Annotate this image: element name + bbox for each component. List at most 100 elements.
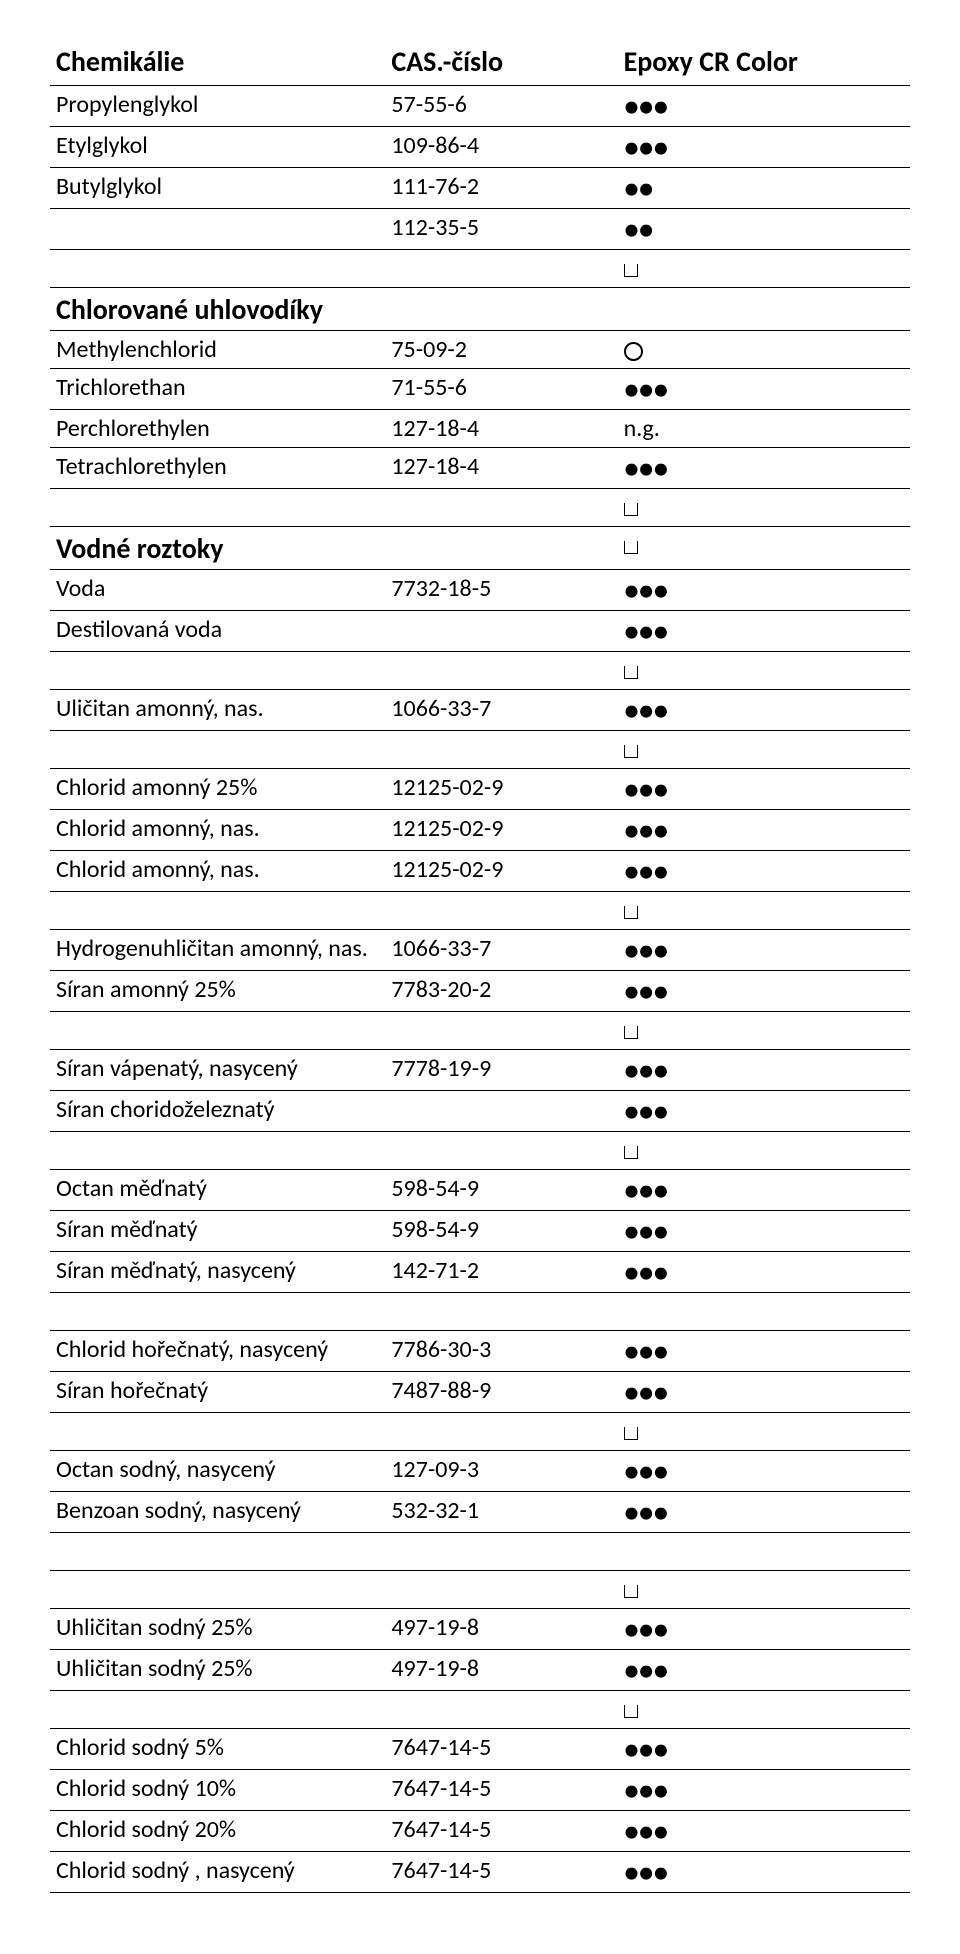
table-row [50, 731, 910, 769]
cas-number-cell [385, 250, 617, 288]
three-dots-icon: ●●● [624, 1335, 668, 1367]
cas-number-cell [385, 652, 617, 690]
cas-number-cell [385, 1012, 617, 1050]
three-dots-icon: ●●● [624, 1256, 668, 1288]
table-row: Propylenglykol57-55-6●●● [50, 86, 910, 127]
cas-number-cell: 127-09-3 [385, 1451, 617, 1492]
resistance-cell: ●●● [618, 369, 910, 410]
table-row [50, 1413, 910, 1451]
resistance-cell: ●●● [618, 448, 910, 489]
open-circle-icon [624, 342, 643, 361]
cas-number-cell: 7732-18-5 [385, 570, 617, 611]
resistance-cell: ●●● [618, 1770, 910, 1811]
table-row [50, 1293, 910, 1331]
cas-number-cell: 111-76-2 [385, 168, 617, 209]
table-row [50, 1691, 910, 1729]
three-dots-icon: ●●● [624, 131, 668, 163]
resistance-cell [618, 1533, 910, 1571]
resistance-cell: ●●● [618, 1211, 910, 1252]
chemical-name-cell [50, 1012, 385, 1050]
chemical-name-cell: Síran amonný 25% [50, 971, 385, 1012]
cas-number-cell: 127-18-4 [385, 410, 617, 448]
chemical-name-cell: Síran vápenatý, nasycený [50, 1050, 385, 1091]
three-dots-icon: ●●● [624, 452, 668, 484]
chemical-name-cell: Chlorid sodný 5% [50, 1729, 385, 1770]
table-row: Síran měďnatý, nasycený142-71-2●●● [50, 1252, 910, 1293]
resistance-cell [618, 652, 910, 690]
resistance-cell [618, 250, 910, 288]
cas-number-cell: 142-71-2 [385, 1252, 617, 1293]
table-row: 112-35-5●● [50, 209, 910, 250]
three-dots-icon: ●●● [624, 1215, 668, 1247]
resistance-cell: ●●● [618, 1729, 910, 1770]
table-row: Uhličitan sodný 25%497-19-8●●● [50, 1609, 910, 1650]
cas-number-cell [385, 1413, 617, 1451]
three-dots-icon: ●●● [624, 1733, 668, 1765]
table-row: Perchlorethylen127-18-4n.g. [50, 410, 910, 448]
chemical-name-cell: Chlorid sodný 10% [50, 1770, 385, 1811]
chemical-name-cell [50, 209, 385, 250]
chemical-name-cell [50, 1533, 385, 1571]
resistance-cell: ●●● [618, 1609, 910, 1650]
cas-number-cell [385, 1091, 617, 1132]
three-dots-icon: ●●● [624, 1174, 668, 1206]
resistance-cell [618, 489, 910, 527]
open-box-icon [624, 1146, 638, 1159]
resistance-cell [618, 892, 910, 930]
three-dots-icon: ●●● [624, 694, 668, 726]
chemical-resistance-table: ChemikálieCAS.-čísloEpoxy CR ColorPropyl… [50, 40, 910, 1893]
chemical-name-cell [50, 652, 385, 690]
cas-number-cell: 75-09-2 [385, 331, 617, 369]
chemical-name-cell: Uhličitan sodný 25% [50, 1650, 385, 1691]
cas-number-cell: 109-86-4 [385, 127, 617, 168]
open-box-icon [624, 1705, 638, 1718]
table-row: Hydrogenuhličitan amonný, nas.1066-33-7●… [50, 930, 910, 971]
three-dots-icon: ●●● [624, 615, 668, 647]
ng-label: n.g. [624, 414, 660, 443]
chemical-name-cell [50, 1293, 385, 1331]
three-dots-icon: ●●● [624, 90, 668, 122]
chemical-name-cell: Chlorid amonný, nas. [50, 851, 385, 892]
resistance-cell [618, 731, 910, 769]
cas-number-cell [385, 611, 617, 652]
resistance-cell [618, 1691, 910, 1729]
table-row: Voda7732-18-5●●● [50, 570, 910, 611]
chemical-name-cell: Hydrogenuhličitan amonný, nas. [50, 930, 385, 971]
cas-number-cell: 12125-02-9 [385, 851, 617, 892]
table-row: Chlorid hořečnatý, nasycený7786-30-3●●● [50, 1331, 910, 1372]
open-box-icon [624, 264, 638, 277]
chemical-name-cell: Síran hořečnatý [50, 1372, 385, 1413]
three-dots-icon: ●●● [624, 1774, 668, 1806]
cas-number-cell: 7786-30-3 [385, 1331, 617, 1372]
resistance-cell [618, 1413, 910, 1451]
cas-number-cell [385, 1571, 617, 1609]
chemical-name-cell: Octan sodný, nasycený [50, 1451, 385, 1492]
cas-number-cell: 7647-14-5 [385, 1811, 617, 1852]
open-box-icon [624, 503, 638, 516]
chemical-name-cell: Uličitan amonný, nas. [50, 690, 385, 731]
cas-number-cell [385, 1293, 617, 1331]
cas-number-cell: 57-55-6 [385, 86, 617, 127]
open-box-icon [624, 1585, 638, 1598]
open-box-icon [624, 541, 638, 554]
three-dots-icon: ●●● [624, 975, 668, 1007]
table-row: Vodné roztoky [50, 527, 910, 570]
resistance-cell: n.g. [618, 410, 910, 448]
chemical-name-cell [50, 250, 385, 288]
three-dots-icon: ●●● [624, 373, 668, 405]
header-epoxy: Epoxy CR Color [618, 40, 910, 86]
cas-number-cell [385, 1691, 617, 1729]
chemical-name-cell: Síran choridoželeznatý [50, 1091, 385, 1132]
cas-number-cell [385, 288, 617, 331]
two-dots-icon: ●● [624, 172, 653, 204]
chemical-name-cell [50, 1413, 385, 1451]
chemical-name-cell: Chlorid hořečnatý, nasycený [50, 1331, 385, 1372]
chemical-name-cell: Síran měďnatý, nasycený [50, 1252, 385, 1293]
cas-number-cell: 12125-02-9 [385, 810, 617, 851]
resistance-cell: ●●● [618, 1252, 910, 1293]
open-box-icon [624, 745, 638, 758]
cas-number-cell [385, 527, 617, 570]
table-row [50, 892, 910, 930]
resistance-cell: ●●● [618, 690, 910, 731]
chemical-name-cell [50, 1691, 385, 1729]
